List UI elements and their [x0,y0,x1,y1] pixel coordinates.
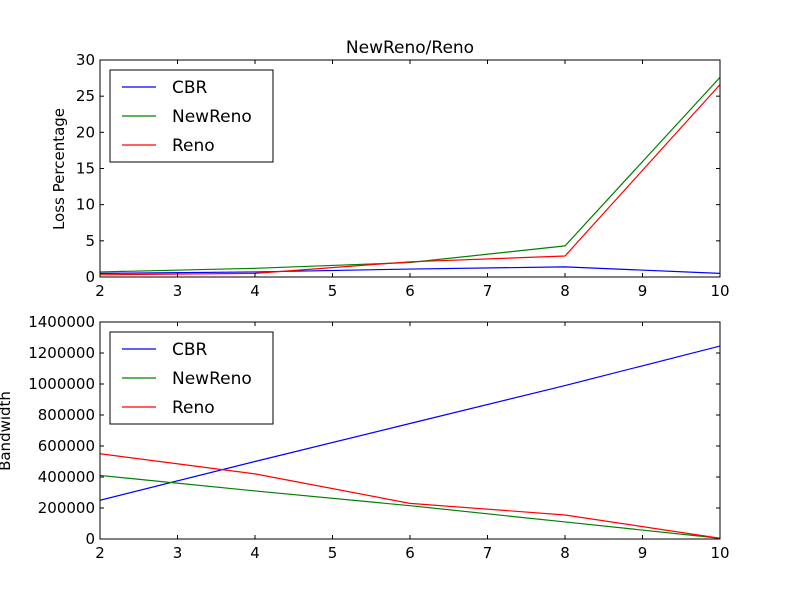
bandwidth-series-line-cbr [100,345,720,501]
bandwidth-legend: CBR NewReno Reno [109,331,274,425]
loss-x-tick-label: 2 [95,282,105,300]
loss-chart-title: NewReno/Reno [346,38,474,58]
bandwidth-x-tick-label: 4 [250,544,260,562]
loss-y-tick-label: 15 [76,160,95,178]
loss-x-tick-label: 10 [710,282,729,300]
bandwidth-y-tick-label: 1400000 [28,313,95,331]
loss-series-line-reno [100,84,720,276]
loss-x-tick-label: 7 [483,282,493,300]
loss-x-tick-label: 8 [560,282,570,300]
bandwidth-y-tick-label: 400000 [38,468,95,486]
bandwidth-y-tick-label: 800000 [38,406,95,424]
bandwidth-x-tick-label: 6 [405,544,415,562]
loss-series-line-newreno [100,76,720,273]
bandwidth-chart-plot-area: 2 3 4 5 6 7 8 9 10 0 200000 400000 600000 800000 10000… [28,313,729,562]
loss-x-tick-label: 3 [173,282,183,300]
loss-chart: NewReno/Reno Loss Percentage 2 3 4 5 6 7 8 9 10 0… [50,38,730,300]
bandwidth-x-tick-label: 8 [560,544,570,562]
bandwidth-series-line-reno [100,453,720,539]
bandwidth-y-tick-label: 0 [85,530,95,548]
loss-y-tick-label: 25 [76,87,95,105]
loss-legend-label: Reno [172,136,215,156]
bandwidth-y-tick-label: 600000 [38,437,95,455]
loss-chart-plot-area: 2 3 4 5 6 7 8 9 10 0 5 10 15 20 25 30 CBR NewReno Reno [76,51,730,300]
bandwidth-chart-ylabel: Bandwidth [0,391,14,471]
bandwidth-y-tick-label: 200000 [38,499,95,517]
loss-y-tick-label: 10 [76,196,95,214]
bandwidth-x-tick-label: 7 [483,544,493,562]
loss-y-tick-label: 30 [76,51,95,69]
loss-x-tick-label: 9 [638,282,648,300]
bandwidth-series-line-newreno [100,474,720,539]
loss-legend-label: CBR [172,78,208,98]
loss-legend: CBR NewReno Reno [109,69,274,163]
bandwidth-chart: Bandwidth 2 3 4 5 6 7 8 9 10 0 200000 400000 600000 8… [0,313,730,562]
bandwidth-legend-label: CBR [172,340,208,360]
bandwidth-x-tick-label: 9 [638,544,648,562]
loss-x-tick-label: 5 [328,282,338,300]
loss-y-tick-label: 20 [76,123,95,141]
loss-y-tick-label: 0 [85,268,95,286]
bandwidth-legend-label: NewReno [172,369,252,389]
loss-x-tick-label: 4 [250,282,260,300]
loss-y-tick-label: 5 [85,232,95,250]
bandwidth-x-tick-label: 10 [710,544,729,562]
loss-series-line-cbr [100,266,720,274]
bandwidth-x-tick-label: 2 [95,544,105,562]
bandwidth-x-tick-label: 3 [173,544,183,562]
bandwidth-x-tick-label: 5 [328,544,338,562]
bandwidth-legend-label: Reno [172,398,215,418]
bandwidth-y-tick-label: 1200000 [28,344,95,362]
loss-x-tick-label: 6 [405,282,415,300]
loss-chart-ylabel: Loss Percentage [50,108,68,230]
loss-legend-label: NewReno [172,107,252,127]
bandwidth-y-tick-label: 1000000 [28,375,95,393]
